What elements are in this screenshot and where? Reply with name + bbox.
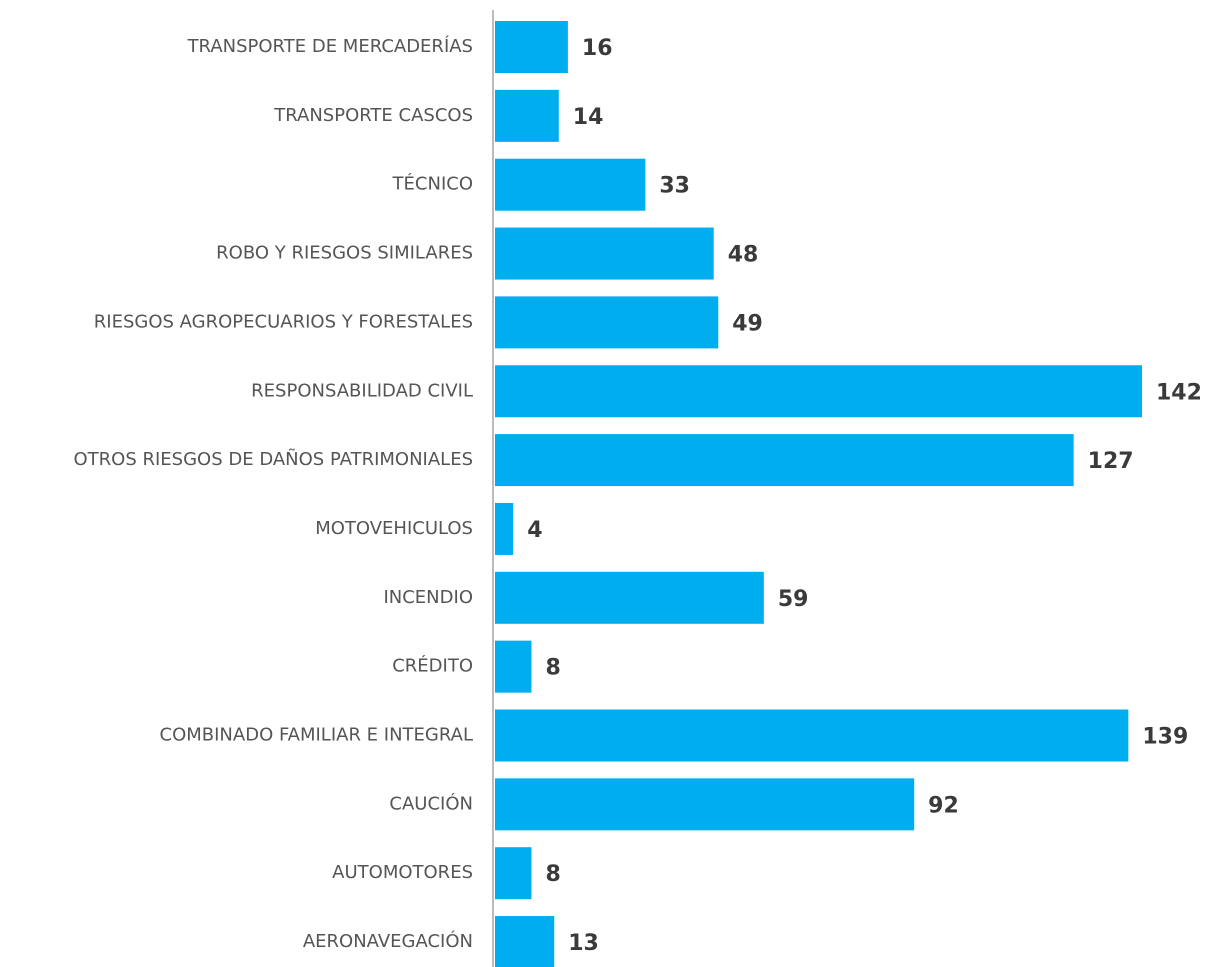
bar [495,158,646,211]
bar [495,365,1142,418]
category-label: TRANSPORTE DE MERCADERÍAS [187,35,473,57]
bar [495,709,1129,762]
bar [495,847,532,900]
bar [495,502,514,555]
bar [495,21,568,73]
category-label: AUTOMOTORES [332,862,473,883]
value-label: 139 [1142,725,1188,750]
value-label: 4 [527,518,542,543]
category-label: INCENDIO [383,587,473,608]
category-label: CRÉDITO [392,655,473,677]
value-label: 48 [728,243,759,268]
value-label: 59 [778,587,809,612]
value-label: 16 [582,36,613,61]
category-label: ROBO Y RIESGOS SIMILARES [216,243,473,264]
value-label: 49 [732,311,763,336]
bar [495,571,764,624]
bar [495,434,1074,487]
value-label: 127 [1088,449,1134,474]
category-label: TRANSPORTE CASCOS [273,105,473,126]
value-label: 142 [1156,380,1202,405]
category-label: AERONAVEGACIÓN [303,930,473,952]
category-label: RESPONSABILIDAD CIVIL [251,380,473,401]
category-label: COMBINADO FAMILIAR E INTEGRAL [160,725,474,746]
value-label: 8 [545,656,560,681]
bar [495,640,532,693]
category-label: MOTOVEHICULOS [315,518,473,539]
value-label: 13 [568,931,599,956]
bar [495,916,555,967]
bar [495,227,714,280]
value-label: 92 [928,793,959,818]
category-label: TÉCNICO [392,173,473,195]
bar [495,296,719,349]
bar [495,778,915,831]
category-label: OTROS RIESGOS DE DAÑOS PATRIMONIALES [74,448,474,470]
bar [495,89,559,142]
category-label: RIESGOS AGROPECUARIOS Y FORESTALES [94,311,473,332]
value-label: 33 [659,174,690,199]
value-label: 8 [545,862,560,887]
category-label: CAUCIÓN [389,792,473,814]
value-label: 14 [573,105,604,130]
